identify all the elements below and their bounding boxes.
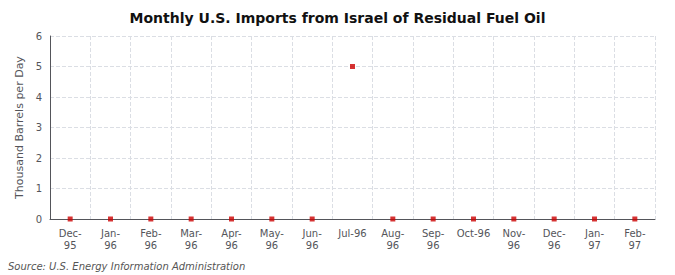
svg-text:Dec-: Dec- (59, 228, 82, 239)
svg-text:Dec-: Dec- (543, 228, 566, 239)
svg-text:1: 1 (36, 183, 42, 194)
svg-text:4: 4 (36, 92, 42, 103)
svg-text:Monthly U.S. Imports from Isra: Monthly U.S. Imports from Israel of Resi… (130, 10, 546, 26)
svg-text:Mar-: Mar- (180, 228, 202, 239)
svg-text:Apr-: Apr- (221, 228, 242, 239)
svg-text:Jan-: Jan- (100, 228, 120, 239)
svg-text:97: 97 (628, 240, 641, 251)
svg-text:Sep-: Sep- (422, 228, 445, 239)
svg-text:0: 0 (36, 214, 42, 225)
svg-text:Jan-: Jan- (584, 228, 604, 239)
svg-text:Feb-: Feb- (624, 228, 646, 239)
svg-text:5: 5 (36, 61, 42, 72)
svg-text:96: 96 (427, 240, 440, 251)
svg-text:96: 96 (265, 240, 278, 251)
svg-text:Source: U.S. Energy Informatio: Source: U.S. Energy Information Administ… (8, 261, 245, 272)
svg-text:96: 96 (306, 240, 319, 251)
svg-text:Oct-96: Oct-96 (457, 228, 491, 239)
svg-text:Thousand Barrels per Day: Thousand Barrels per Day (13, 56, 26, 200)
svg-text:Jun-: Jun- (302, 228, 323, 239)
svg-text:96: 96 (225, 240, 238, 251)
svg-text:Aug-: Aug- (381, 228, 405, 239)
svg-text:96: 96 (386, 240, 399, 251)
svg-text:3: 3 (36, 122, 42, 133)
svg-text:96: 96 (185, 240, 198, 251)
svg-text:97: 97 (588, 240, 601, 251)
svg-text:96: 96 (507, 240, 520, 251)
svg-text:96: 96 (548, 240, 561, 251)
svg-text:96: 96 (104, 240, 117, 251)
svg-text:May-: May- (260, 228, 284, 239)
svg-text:95: 95 (64, 240, 77, 251)
svg-text:Feb-: Feb- (140, 228, 162, 239)
svg-text:96: 96 (144, 240, 157, 251)
svg-text:Nov-: Nov- (502, 228, 525, 239)
svg-text:6: 6 (36, 31, 42, 42)
svg-text:Jul-96: Jul-96 (337, 228, 366, 239)
svg-text:2: 2 (36, 153, 42, 164)
